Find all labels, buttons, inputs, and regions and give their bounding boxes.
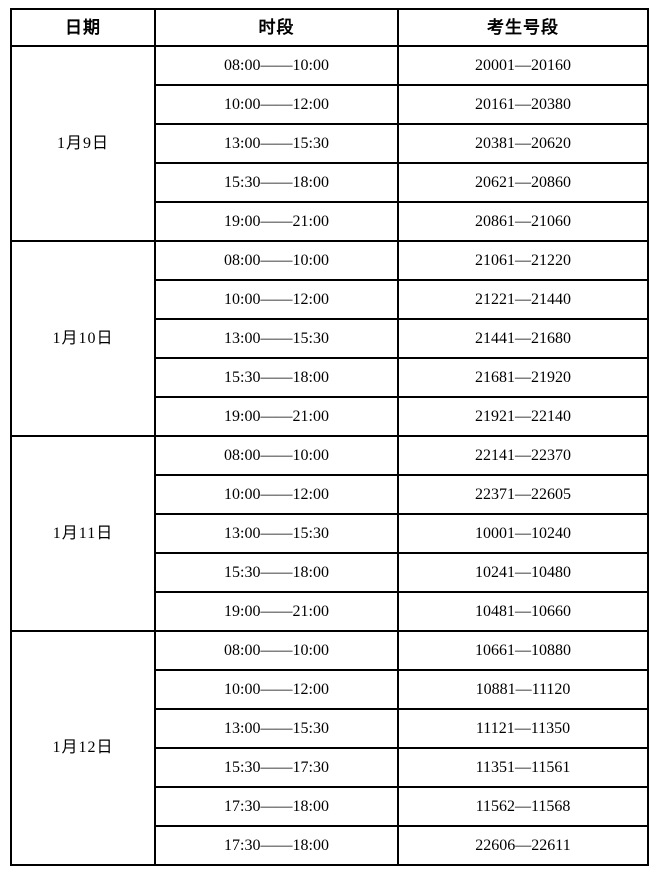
table-row: 10:00——12:00 10881—11120: [11, 669, 649, 710]
time-cell: 13:00——15:30: [154, 513, 399, 554]
range-cell: 21221—21440: [397, 279, 649, 320]
table-row: 19:00——21:00 10481—10660: [11, 591, 649, 632]
date-cell: 1月10日: [10, 240, 156, 437]
time-cell: 10:00——12:00: [154, 474, 399, 515]
time-cell: 10:00——12:00: [154, 669, 399, 710]
table-row: 17:30——18:00 22606—22611: [11, 825, 649, 866]
range-cell: 20001—20160: [397, 45, 649, 86]
table-row: 10:00——12:00 21221—21440: [11, 279, 649, 320]
table-row: 17:30——18:00 11562—11568: [11, 786, 649, 827]
time-cell: 13:00——15:30: [154, 708, 399, 749]
table-row: 13:00——15:30 11121—11350: [11, 708, 649, 749]
date-cell: 1月9日: [10, 45, 156, 242]
table-row: 15:30——18:00 21681—21920: [11, 357, 649, 398]
time-cell: 15:30——18:00: [154, 357, 399, 398]
time-cell: 08:00——10:00: [154, 630, 399, 671]
table-row: 1月11日 08:00——10:00 22141—22370: [10, 435, 649, 632]
header-cell-date: 日期: [10, 8, 156, 47]
range-cell: 21681—21920: [397, 357, 649, 398]
table-row: 19:00——21:00 21921—22140: [11, 396, 649, 437]
range-cell: 10661—10880: [397, 630, 649, 671]
table-row: 13:00——15:30 10001—10240: [11, 513, 649, 554]
range-cell: 21441—21680: [397, 318, 649, 359]
range-cell: 11121—11350: [397, 708, 649, 749]
table-row: 10:00——12:00 20161—20380: [11, 84, 649, 125]
time-cell: 19:00——21:00: [154, 591, 399, 632]
range-cell: 21061—21220: [397, 240, 649, 281]
time-cell: 10:00——12:00: [154, 279, 399, 320]
table-row: 1月10日 08:00——10:00 21061—21220: [10, 240, 649, 437]
time-cell: 17:30——18:00: [154, 825, 399, 866]
table-row: 19:00——21:00 20861—21060: [11, 201, 649, 242]
range-cell: 20381—20620: [397, 123, 649, 164]
range-cell: 22606—22611: [397, 825, 649, 866]
table-row: 15:30——18:00 10241—10480: [11, 552, 649, 593]
range-cell: 20861—21060: [397, 201, 649, 242]
range-cell: 21921—22140: [397, 396, 649, 437]
range-cell: 22141—22370: [397, 435, 649, 476]
table-row: 13:00——15:30 20381—20620: [11, 123, 649, 164]
range-cell: 20161—20380: [397, 84, 649, 125]
date-cell: 1月11日: [10, 435, 156, 632]
time-cell: 13:00——15:30: [154, 318, 399, 359]
range-cell: 10481—10660: [397, 591, 649, 632]
date-cell: 1月12日: [10, 630, 156, 866]
table-row: 1月9日 08:00——10:00 20001—20160: [10, 45, 649, 242]
time-cell: 13:00——15:30: [154, 123, 399, 164]
table-row: 15:30——18:00 20621—20860: [11, 162, 649, 203]
exam-schedule-table: 日期 时段 考生号段 1月9日 08:00——10:00 20001—20160…: [10, 8, 649, 866]
table-row: 15:30——17:30 11351—11561: [11, 747, 649, 788]
range-cell: 22371—22605: [397, 474, 649, 515]
table-row: 1月12日 08:00——10:00 10661—10880: [10, 630, 649, 866]
range-cell: 11562—11568: [397, 786, 649, 827]
header-cell-time: 时段: [154, 8, 399, 47]
time-cell: 08:00——10:00: [154, 45, 399, 86]
range-cell: 10241—10480: [397, 552, 649, 593]
time-cell: 19:00——21:00: [154, 396, 399, 437]
header-cell-range: 考生号段: [397, 8, 649, 47]
table-row: 13:00——15:30 21441—21680: [11, 318, 649, 359]
time-cell: 08:00——10:00: [154, 435, 399, 476]
range-cell: 20621—20860: [397, 162, 649, 203]
time-cell: 17:30——18:00: [154, 786, 399, 827]
range-cell: 11351—11561: [397, 747, 649, 788]
time-cell: 15:30——18:00: [154, 162, 399, 203]
time-cell: 19:00——21:00: [154, 201, 399, 242]
header-row: 日期 时段 考生号段: [10, 8, 649, 47]
time-cell: 15:30——18:00: [154, 552, 399, 593]
table-row: 10:00——12:00 22371—22605: [11, 474, 649, 515]
range-cell: 10001—10240: [397, 513, 649, 554]
time-cell: 10:00——12:00: [154, 84, 399, 125]
time-cell: 08:00——10:00: [154, 240, 399, 281]
range-cell: 10881—11120: [397, 669, 649, 710]
time-cell: 15:30——17:30: [154, 747, 399, 788]
